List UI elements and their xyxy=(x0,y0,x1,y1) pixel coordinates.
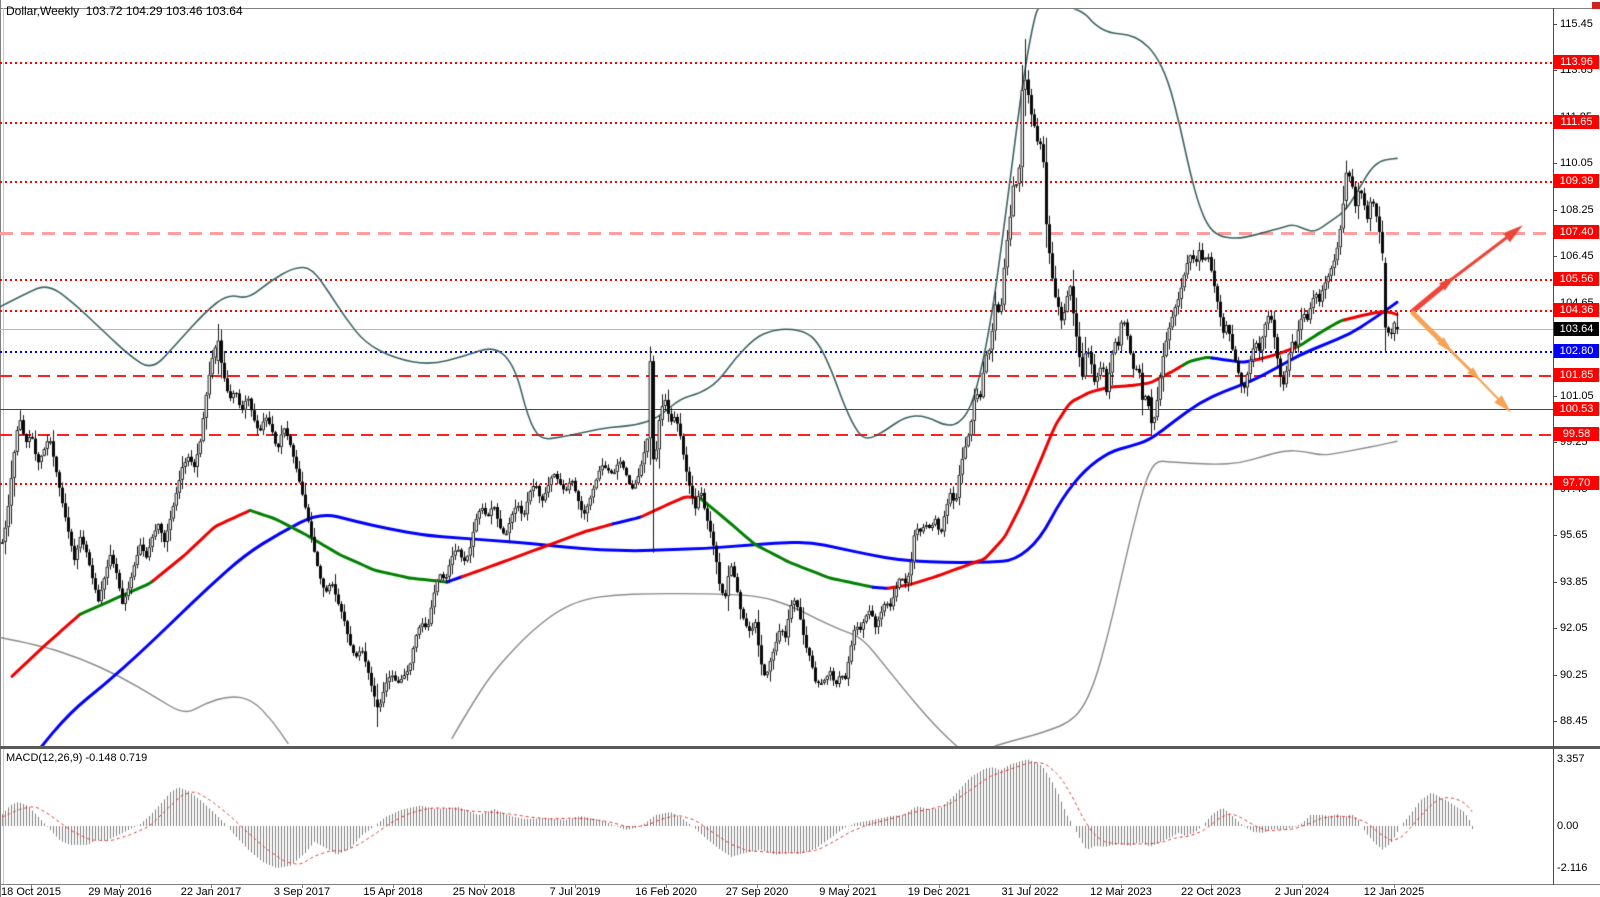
price-axis-line xyxy=(1553,8,1554,885)
date-label: 22 Jan 2017 xyxy=(180,886,242,897)
date-label: 16 Feb 2020 xyxy=(635,886,697,897)
time-tick-mark xyxy=(484,884,485,888)
time-tick-mark xyxy=(302,884,303,888)
price-level-badge: 103.64 xyxy=(1554,322,1599,337)
date-label: 29 May 2016 xyxy=(88,886,152,897)
price-tick-label: 90.25 xyxy=(1560,668,1588,681)
price-level-badge: 105.56 xyxy=(1554,272,1599,287)
macd-tick-label: -2.116 xyxy=(1557,862,1588,874)
time-tick-mark xyxy=(1302,884,1303,888)
price-tick-mark xyxy=(1553,535,1557,536)
price-tick-label: 106.45 xyxy=(1560,250,1594,263)
price-tick-label: 110.05 xyxy=(1560,157,1593,170)
price-tick-mark xyxy=(1553,163,1557,164)
date-label: 3 Sep 2017 xyxy=(273,886,331,897)
time-tick-mark xyxy=(1030,884,1031,888)
time-tick-mark xyxy=(1121,884,1122,888)
price-tick-mark xyxy=(1553,675,1557,676)
time-tick-mark xyxy=(393,884,394,888)
price-tick-mark xyxy=(1553,442,1557,443)
price-level-badge: 104.36 xyxy=(1554,303,1599,318)
price-tick-label: 115.45 xyxy=(1560,18,1593,30)
price-level-badge: 111.65 xyxy=(1554,115,1599,130)
pane-separator[interactable] xyxy=(0,746,1600,749)
price-tick-label: 101.05 xyxy=(1560,389,1594,402)
chart-title: Dollar,Weekly 103.72 104.29 103.46 103.6… xyxy=(6,4,243,18)
price-level-badge: 109.39 xyxy=(1554,173,1599,188)
price-tick-mark xyxy=(1553,721,1557,722)
time-tick-mark xyxy=(31,884,32,888)
macd-tick-label: 0.00 xyxy=(1557,820,1579,832)
price-tick-label: 93.85 xyxy=(1560,575,1588,588)
time-tick-mark xyxy=(757,884,758,888)
time-tick-mark xyxy=(1394,884,1395,888)
date-label: 15 Apr 2018 xyxy=(363,886,423,897)
macd-indicator-label: MACD(12,26,9) -0.148 0.719 xyxy=(6,752,148,764)
price-level-badge: 99.58 xyxy=(1554,426,1599,441)
price-tick-mark xyxy=(1553,210,1557,211)
price-tick-mark xyxy=(1553,70,1557,71)
price-level-badge: 102.80 xyxy=(1554,343,1599,358)
macd-pane-bottom-border xyxy=(0,884,1600,885)
price-tick-mark xyxy=(1553,256,1557,257)
price-tick-label: 95.65 xyxy=(1560,529,1588,542)
time-tick-mark xyxy=(666,884,667,888)
price-tick-mark xyxy=(1553,396,1557,397)
date-label: 12 Mar 2023 xyxy=(1090,886,1152,897)
time-tick-mark xyxy=(575,884,576,888)
date-label: 27 Sep 2020 xyxy=(725,886,789,897)
time-tick-mark xyxy=(939,884,940,888)
price-tick-label: 108.25 xyxy=(1560,203,1594,216)
time-tick-mark xyxy=(848,884,849,888)
date-label: 2 Jun 2024 xyxy=(1274,886,1330,897)
date-label: 19 Dec 2021 xyxy=(907,886,971,897)
price-level-badge: 113.96 xyxy=(1554,55,1599,70)
price-level-badge: 97.70 xyxy=(1554,475,1599,490)
price-level-badge: 107.40 xyxy=(1554,224,1599,239)
date-label: 9 May 2021 xyxy=(819,886,877,897)
date-label: 31 Jul 2022 xyxy=(1001,886,1059,897)
date-label: 7 Jul 2019 xyxy=(549,886,601,897)
date-label: 12 Jan 2025 xyxy=(1363,886,1425,897)
date-label: 25 Nov 2018 xyxy=(452,886,516,897)
time-tick-mark xyxy=(1211,884,1212,888)
price-tick-label: 88.45 xyxy=(1560,715,1588,728)
price-tick-mark xyxy=(1553,628,1557,629)
price-level-badge: 101.85 xyxy=(1554,368,1599,383)
date-label: 22 Oct 2023 xyxy=(1181,886,1241,897)
price-tick-label: 92.05 xyxy=(1560,622,1588,635)
price-tick-mark xyxy=(1553,24,1557,25)
time-tick-mark xyxy=(211,884,212,888)
price-level-badge: 100.53 xyxy=(1554,402,1599,417)
date-label: 18 Oct 2015 xyxy=(1,886,61,897)
time-tick-mark xyxy=(120,884,121,888)
macd-tick-label: 3.357 xyxy=(1557,753,1585,765)
price-tick-mark xyxy=(1553,582,1557,583)
